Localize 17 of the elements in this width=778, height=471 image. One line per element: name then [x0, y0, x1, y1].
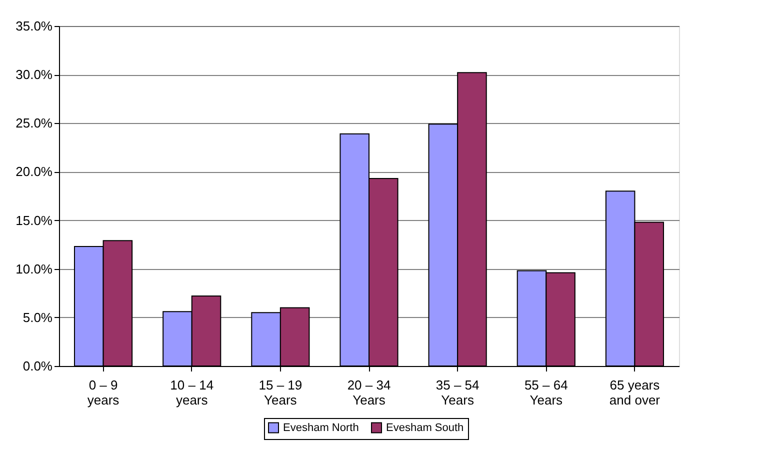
y-tick-label: 30.0%	[16, 67, 53, 82]
y-tick-label: 35.0%	[16, 18, 53, 34]
y-tick-label: 5.0%	[22, 310, 53, 325]
x-tick-label: 55 – 64 Years	[524, 378, 568, 408]
y-tick-label: 10.0%	[16, 261, 53, 276]
y-tick-label: 20.0%	[16, 164, 53, 180]
x-tick-label: 20 – 34 Years	[347, 378, 391, 408]
legend-label: Evesham North	[283, 422, 359, 434]
legend-label: Evesham South	[386, 422, 464, 434]
x-tick-label: 35 – 54 Years	[436, 378, 480, 408]
x-tick-label: 15 – 19 Years	[258, 378, 302, 408]
y-tick-label: 0.0%	[22, 358, 53, 374]
x-tick-label: 65 years and over	[609, 378, 661, 408]
y-tick-label: 25.0%	[16, 116, 53, 131]
y-tick-label: 15.0%	[16, 212, 53, 228]
x-tick-label: 0 – 9 years	[87, 378, 120, 408]
x-tick-label: 10 – 14 years	[170, 378, 214, 408]
